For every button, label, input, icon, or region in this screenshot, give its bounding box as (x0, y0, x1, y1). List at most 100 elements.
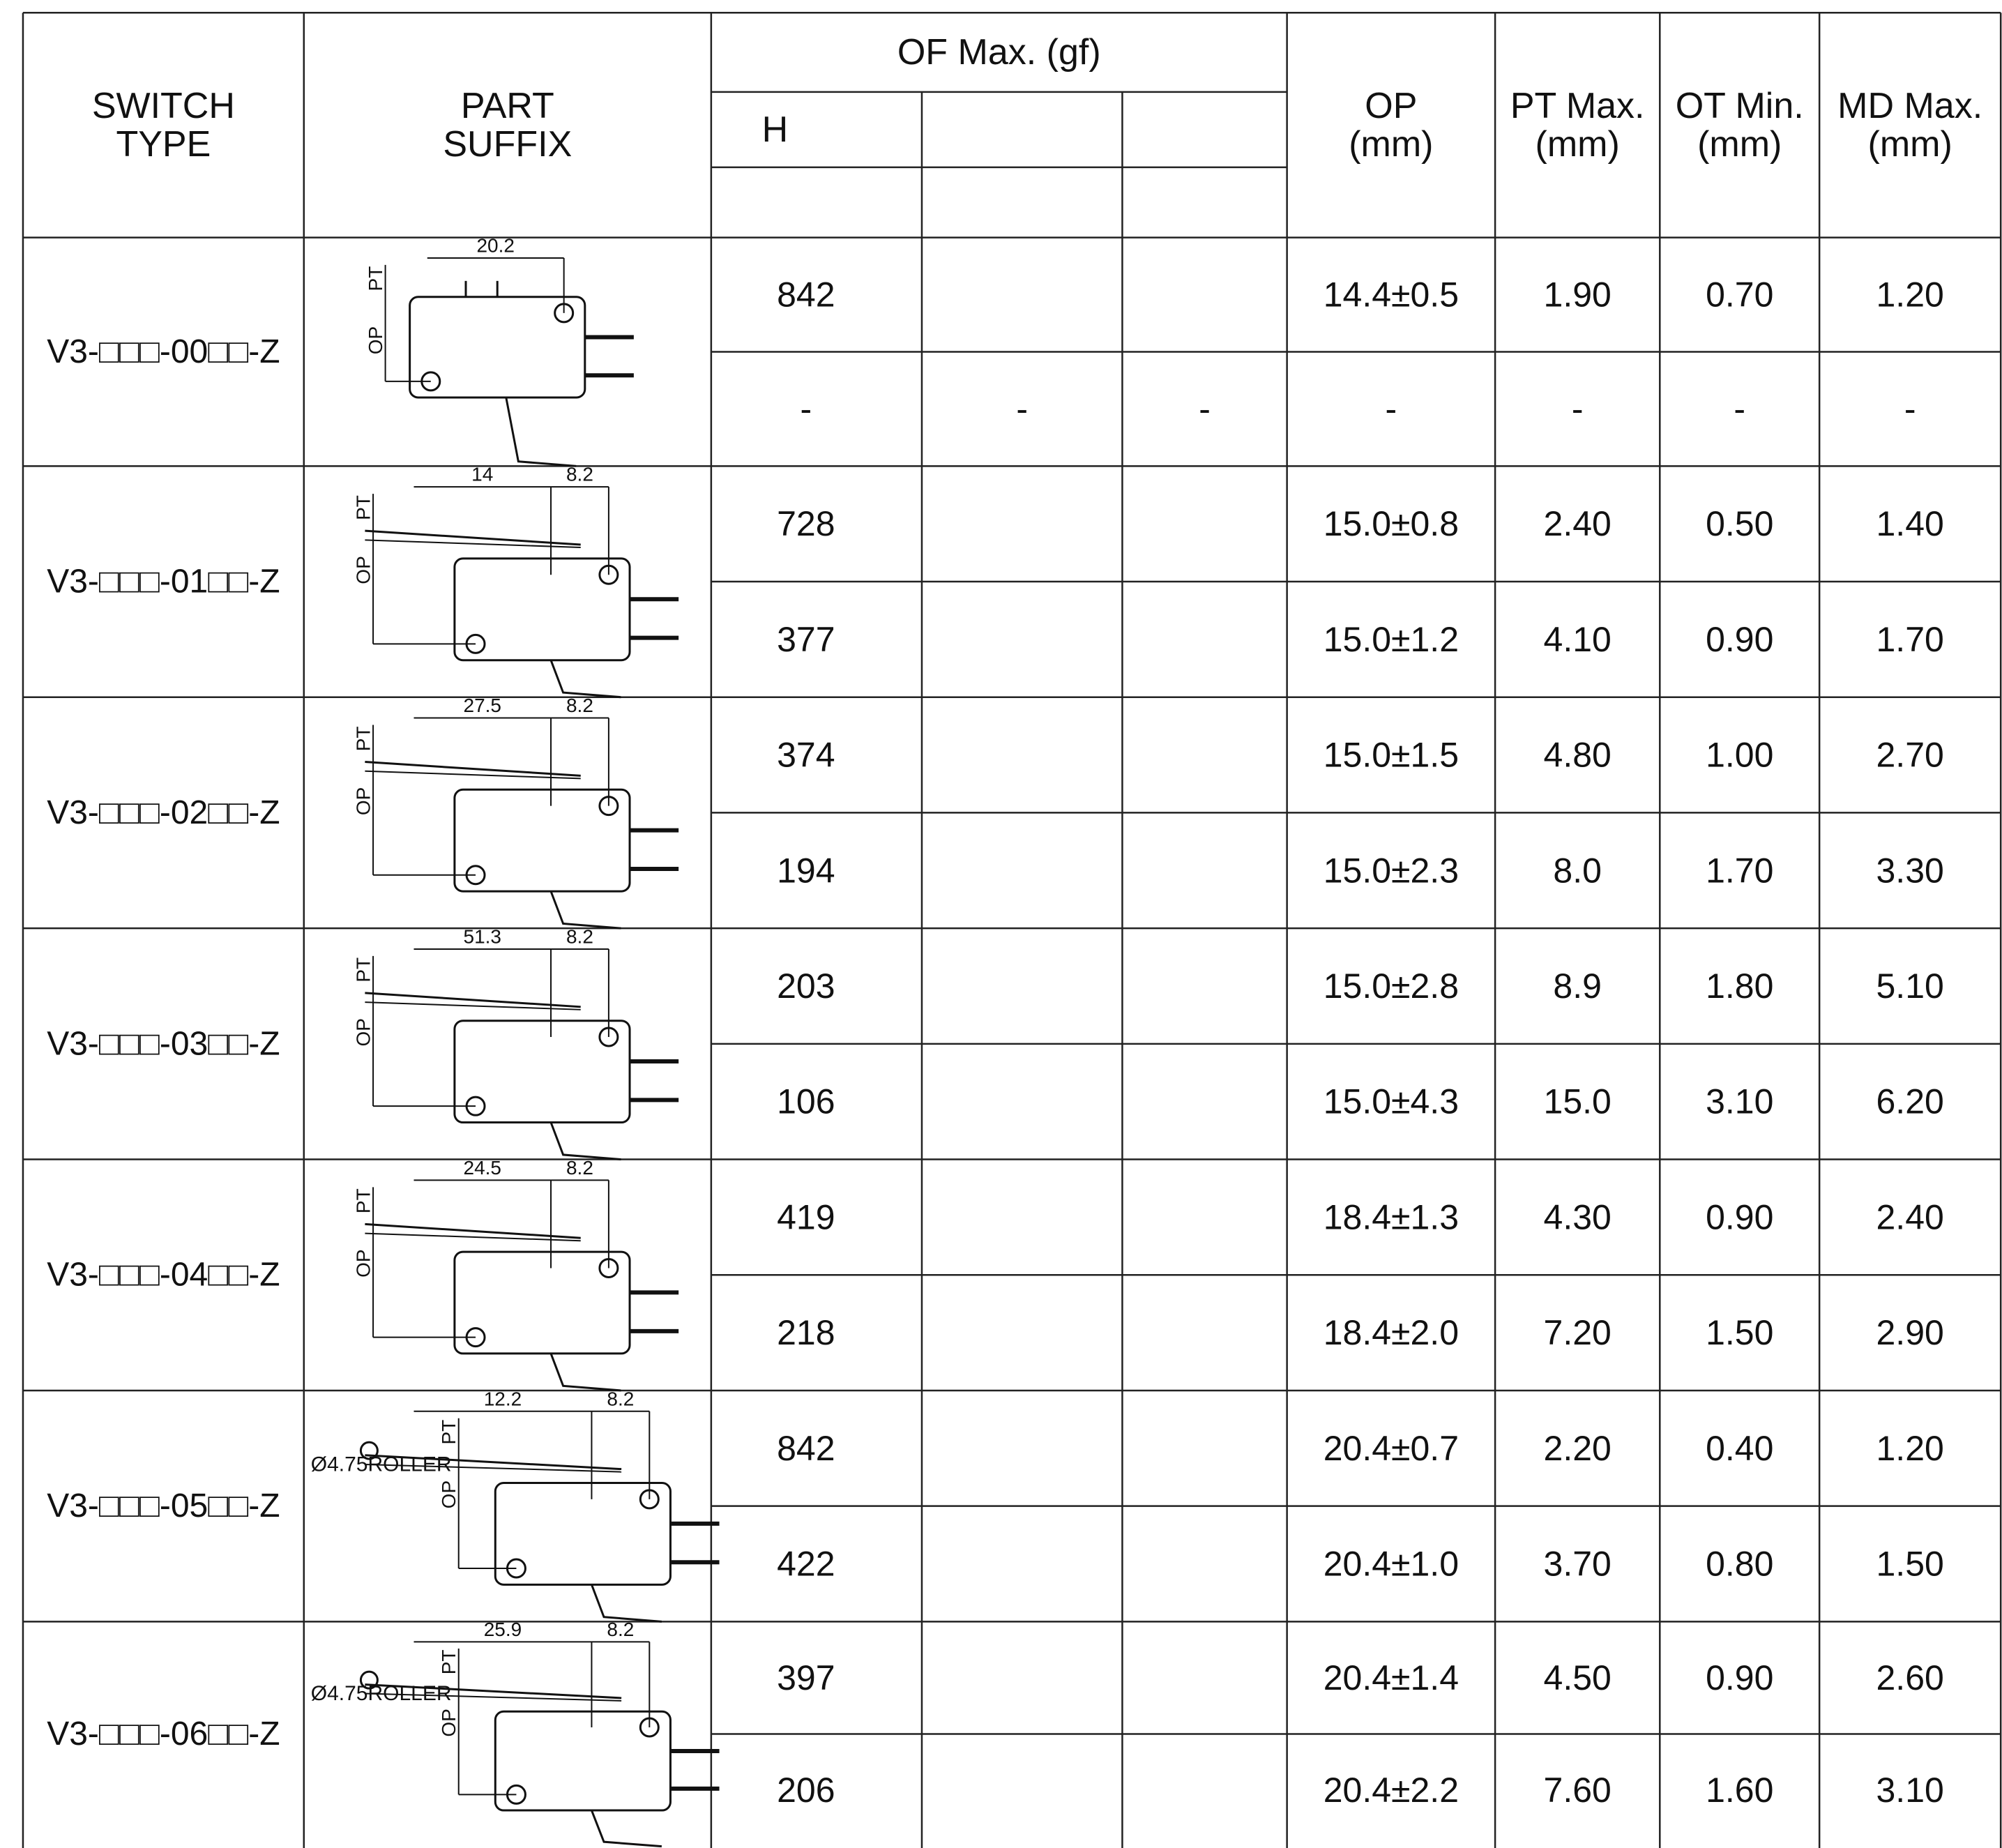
cell-ot: 1.80 (1706, 967, 1773, 1006)
header-switch-type-line2: TYPE (116, 124, 211, 165)
cell-op: 15.0±2.3 (1324, 851, 1459, 890)
actuator-lever (365, 529, 581, 546)
switch-drawing (365, 486, 679, 699)
bottom-lead (549, 1353, 621, 1392)
table-row: V3-□□□-05□□-Z 12.2 8.2 PT OP Ø4.75ROLLER 842 20… (47, 1388, 1944, 1623)
cell-pt: 2.40 (1544, 504, 1612, 543)
actuator-lever (365, 1692, 622, 1702)
pt-label: PT (353, 1188, 374, 1213)
table-grid (22, 12, 2002, 1848)
cell-op: - (1386, 389, 1397, 428)
table-row: V3-□□□-03□□-Z 51.3 8.2 PT OP 203 15.0±2.8 8.9 1.… (47, 925, 1944, 1161)
pt-label: PT (353, 957, 374, 983)
switch-type-cell: V3-□□□-01□□-Z (47, 563, 280, 600)
cell-of-h: 422 (777, 1545, 835, 1584)
header-ot-min-line2: (mm) (1697, 124, 1782, 165)
cell-md: 1.40 (1876, 504, 1944, 543)
actuator-lever (365, 770, 581, 780)
switch-drawing (384, 257, 634, 467)
cell-op: 18.4±1.3 (1324, 1197, 1459, 1236)
table-body: V3-□□□-00□□-Z 20.2 PT OP 842 14.4±0.5 1.90 0.70… (47, 235, 1944, 1848)
header-md-max-line1: MD Max. (1837, 86, 1982, 126)
op-label: OP (353, 787, 374, 815)
bottom-lead (549, 1121, 621, 1161)
cell-md: 3.30 (1876, 851, 1944, 890)
bottom-lead (505, 397, 577, 467)
cell-md: 6.20 (1876, 1082, 1944, 1121)
switch-body (453, 1020, 631, 1124)
dimension-label: 8.2 (607, 1388, 634, 1409)
cell-md: 2.60 (1876, 1658, 1944, 1697)
switch-body (453, 557, 631, 662)
roller-label: Ø4.75ROLLER (311, 1682, 452, 1705)
cell-of-h: 842 (777, 275, 835, 315)
cell-pt: 7.20 (1544, 1313, 1612, 1352)
table-row: V3-□□□-04□□-Z 24.5 8.2 PT OP 419 18.4±1.3 4.30 0… (47, 1157, 1944, 1392)
actuator-lever (365, 1001, 581, 1010)
header-op-line2: (mm) (1349, 124, 1433, 165)
cell-pt: 4.10 (1544, 620, 1612, 659)
header-part-suffix-line1: PART (461, 86, 554, 126)
switch-body (494, 1710, 672, 1812)
header-op-line1: OP (1365, 86, 1417, 126)
op-label: OP (438, 1709, 460, 1736)
cell-md: 1.50 (1876, 1545, 1944, 1584)
bottom-lead (549, 660, 621, 699)
actuator-lever (365, 1222, 581, 1239)
dimension-label: 8.2 (566, 1157, 593, 1179)
dimension-label: 20.2 (476, 235, 515, 257)
cell-md: 2.70 (1876, 736, 1944, 775)
cell-md: 1.20 (1876, 1429, 1944, 1468)
cell-ot: 0.80 (1706, 1545, 1773, 1584)
dimension-label: 8.2 (566, 695, 593, 716)
cell-op: 15.0±2.8 (1324, 967, 1459, 1006)
bottom-lead (549, 891, 621, 930)
cell-of-h: 106 (777, 1082, 835, 1121)
dimension-label: 27.5 (464, 695, 502, 716)
actuator-lever (365, 1454, 622, 1471)
pt-label: PT (438, 1420, 460, 1445)
dimension-label: 8.2 (566, 925, 593, 947)
header-part-suffix-line2: SUFFIX (443, 124, 572, 165)
op-label: OP (438, 1480, 460, 1508)
cell-pt: 4.30 (1544, 1197, 1612, 1236)
roller-icon (359, 1670, 379, 1690)
header-pt-max-line1: PT Max. (1510, 86, 1645, 126)
cell-pt: 8.9 (1553, 967, 1602, 1006)
cell-op: 18.4±2.0 (1324, 1313, 1459, 1352)
cell-of-h: 374 (777, 736, 835, 775)
bottom-lead (591, 1810, 662, 1848)
cell-of-h: 728 (777, 504, 835, 543)
cell-op: 20.4±2.2 (1324, 1771, 1459, 1810)
cell-pt: 2.20 (1544, 1429, 1612, 1468)
cell-pt: 4.50 (1544, 1658, 1612, 1697)
cell-md: - (1904, 389, 1916, 428)
switch-drawing (359, 1641, 720, 1848)
switch-drawing (359, 1410, 720, 1623)
dimension-label: 14 (471, 464, 493, 485)
switch-body (453, 1250, 631, 1355)
cell-ot: 1.50 (1706, 1313, 1773, 1352)
cell-md: 5.10 (1876, 967, 1944, 1006)
header-ot-min-line1: OT Min. (1676, 86, 1804, 126)
switch-type-cell: V3-□□□-04□□-Z (47, 1257, 280, 1294)
pt-label: PT (438, 1649, 460, 1674)
cell-of-h: 206 (777, 1771, 835, 1810)
op-label: OP (353, 556, 374, 584)
actuator-lever (365, 1232, 581, 1242)
cell-ot: 0.40 (1706, 1429, 1773, 1468)
switch-body (453, 788, 631, 893)
cell-of-h: 218 (777, 1313, 835, 1352)
cell-of-3: - (1199, 389, 1211, 428)
op-label: OP (365, 326, 386, 354)
op-label: OP (353, 1249, 374, 1277)
dimension-label: 12.2 (484, 1388, 522, 1409)
switch-body (494, 1482, 672, 1586)
cell-of-2: - (1016, 389, 1028, 428)
header-md-max-line2: (mm) (1868, 124, 1952, 165)
actuator-lever (365, 761, 581, 777)
dimension-label: 24.5 (464, 1157, 502, 1179)
switch-type-cell: V3-□□□-05□□-Z (47, 1487, 280, 1524)
cell-op: 15.0±1.5 (1324, 736, 1459, 775)
cell-op: 20.4±0.7 (1324, 1429, 1459, 1468)
